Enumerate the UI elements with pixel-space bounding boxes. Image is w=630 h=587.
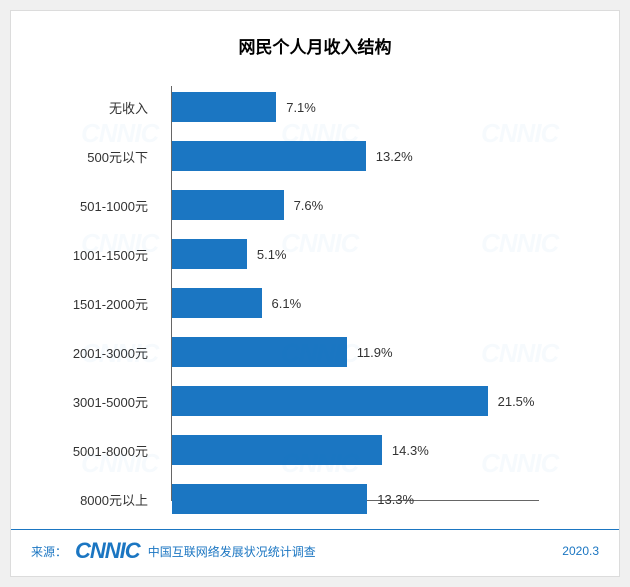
survey-name: 中国互联网络发展状况统计调查	[148, 543, 316, 560]
value-label: 5.1%	[257, 247, 287, 262]
bar-row: 无收入7.1%	[172, 92, 539, 122]
plot-region: 无收入7.1% 500元以下13.2% 501-1000元7.6% 1001-1500…	[171, 86, 539, 501]
category-label: 5001-8000元	[12, 441, 164, 460]
bar	[172, 337, 347, 367]
bar-row: 1501-2000元6.1%	[172, 288, 539, 318]
value-label: 14.3%	[392, 443, 429, 458]
bar-row: 3001-5000元21.5%	[172, 386, 539, 416]
bar	[172, 386, 488, 416]
bar	[172, 239, 247, 269]
bar-row: 5001-8000元14.3%	[172, 435, 539, 465]
bar-row: 501-1000元7.6%	[172, 190, 539, 220]
chart-card: 网民个人月收入结构 无收入7.1%500元以下13.2%501-1000元7.6…	[10, 10, 620, 577]
category-label: 501-1000元	[12, 196, 164, 215]
bar	[172, 288, 262, 318]
cnnic-logo: CNNIC	[75, 538, 140, 564]
bar	[172, 435, 382, 465]
footer: 来源： CNNIC 中国互联网络发展状况统计调查 2020.3	[11, 529, 619, 576]
bar-row: 1001-1500元5.1%	[172, 239, 539, 269]
bar	[172, 141, 366, 171]
value-label: 7.1%	[286, 100, 316, 115]
category-label: 1501-2000元	[12, 294, 164, 313]
chart-title: 网民个人月收入结构	[11, 33, 619, 58]
category-label: 1001-1500元	[12, 245, 164, 264]
bar	[172, 92, 276, 122]
source-label: 来源：	[31, 543, 67, 560]
bar	[172, 190, 284, 220]
category-label: 3001-5000元	[12, 392, 164, 411]
category-label: 500元以下	[12, 147, 164, 166]
value-label: 7.6%	[294, 198, 324, 213]
watermark: CNNIC	[81, 118, 158, 149]
value-label: 13.3%	[377, 492, 414, 507]
category-label: 无收入	[12, 98, 164, 117]
footer-left: 来源： CNNIC 中国互联网络发展状况统计调查	[31, 538, 316, 564]
value-label: 6.1%	[272, 296, 302, 311]
bar	[172, 484, 367, 514]
bar-row: 8000元以上13.3%	[172, 484, 539, 514]
category-label: 8000元以上	[12, 490, 164, 509]
bar-row: 500元以下13.2%	[172, 141, 539, 171]
category-label: 2001-3000元	[12, 343, 164, 362]
value-label: 21.5%	[498, 394, 535, 409]
bar-row: 2001-3000元11.9%	[172, 337, 539, 367]
value-label: 11.9%	[357, 345, 393, 360]
footer-date: 2020.3	[562, 544, 599, 558]
value-label: 13.2%	[376, 149, 413, 164]
chart-area: 无收入7.1%500元以下13.2%501-1000元7.6%1001-1500…	[11, 68, 619, 529]
